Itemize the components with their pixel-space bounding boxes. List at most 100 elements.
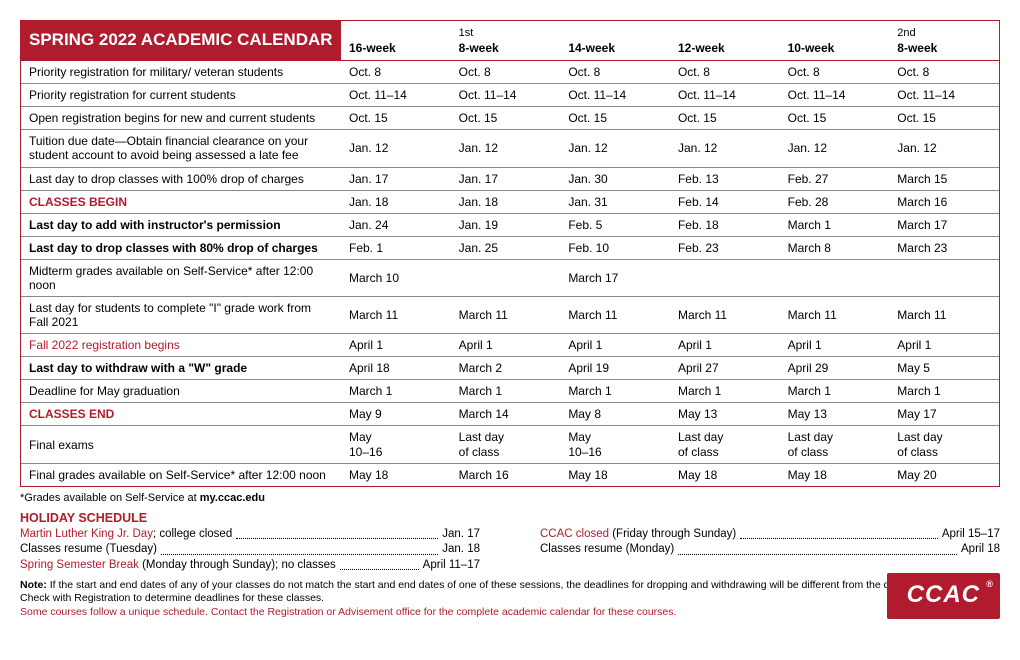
table-row: Last day to add with instructor's permis… bbox=[21, 213, 999, 236]
row-value: March 11 bbox=[341, 296, 451, 334]
row-value: Oct. 11–14 bbox=[780, 83, 890, 106]
row-value: Oct. 11–14 bbox=[889, 83, 999, 106]
row-value: April 18 bbox=[341, 357, 451, 380]
row-value: March 1 bbox=[889, 380, 999, 403]
table-row: CLASSES BEGINJan. 18Jan. 18Jan. 31Feb. 1… bbox=[21, 190, 999, 213]
ccac-logo: CCAC bbox=[887, 573, 1000, 619]
row-value: April 19 bbox=[560, 357, 670, 380]
row-value: March 11 bbox=[560, 296, 670, 334]
row-value: Oct. 15 bbox=[889, 106, 999, 129]
table-row: Midterm grades available on Self-Service… bbox=[21, 259, 999, 296]
row-value: Oct. 8 bbox=[341, 60, 451, 83]
row-value: Jan. 30 bbox=[560, 167, 670, 190]
row-value: April 1 bbox=[889, 334, 999, 357]
row-value: April 29 bbox=[780, 357, 890, 380]
table-row: Tuition due date—Obtain financial cleara… bbox=[21, 129, 999, 167]
row-value: Jan. 17 bbox=[341, 167, 451, 190]
row-description: Deadline for May graduation bbox=[21, 380, 341, 403]
holiday-date: April 15–17 bbox=[942, 527, 1000, 543]
row-value: Jan. 12 bbox=[451, 129, 561, 167]
table-row: Open registration begins for new and cur… bbox=[21, 106, 999, 129]
row-value: Last dayof class bbox=[451, 426, 561, 464]
row-value: Jan. 12 bbox=[560, 129, 670, 167]
table-row: Priority registration for current studen… bbox=[21, 83, 999, 106]
row-value: May 13 bbox=[780, 403, 890, 426]
row-value: March 15 bbox=[889, 167, 999, 190]
row-value: Last dayof class bbox=[889, 426, 999, 464]
row-value: Jan. 19 bbox=[451, 213, 561, 236]
table-row: CLASSES ENDMay 9March 14May 8May 13May 1… bbox=[21, 403, 999, 426]
row-value: April 27 bbox=[670, 357, 780, 380]
row-description: Open registration begins for new and cur… bbox=[21, 106, 341, 129]
row-value: Jan. 18 bbox=[341, 190, 451, 213]
row-description: Last day to drop classes with 100% drop … bbox=[21, 167, 341, 190]
row-value: April 1 bbox=[780, 334, 890, 357]
row-value: March 14 bbox=[451, 403, 561, 426]
row-value: May 9 bbox=[341, 403, 451, 426]
row-value: March 1 bbox=[451, 380, 561, 403]
row-description: CLASSES BEGIN bbox=[21, 190, 341, 213]
row-description: Final exams bbox=[21, 426, 341, 464]
row-value: March 1 bbox=[670, 380, 780, 403]
row-value: Last dayof class bbox=[780, 426, 890, 464]
row-value: Jan. 25 bbox=[451, 236, 561, 259]
table-row: Priority registration for military/ vete… bbox=[21, 60, 999, 83]
row-value: April 1 bbox=[341, 334, 451, 357]
row-value: March 11 bbox=[670, 296, 780, 334]
row-description: Last day to add with instructor's permis… bbox=[21, 213, 341, 236]
holiday-line: Classes resume (Tuesday)Jan. 18 bbox=[20, 542, 480, 558]
row-value: Oct. 15 bbox=[780, 106, 890, 129]
row-value: Last dayof class bbox=[670, 426, 780, 464]
row-value: March 1 bbox=[560, 380, 670, 403]
row-value: Oct. 15 bbox=[451, 106, 561, 129]
row-value: Jan. 17 bbox=[451, 167, 561, 190]
row-value: Oct. 8 bbox=[780, 60, 890, 83]
holiday-label: CCAC closed (Friday through Sunday) bbox=[540, 527, 736, 543]
row-value: Feb. 23 bbox=[670, 236, 780, 259]
row-value: Feb. 14 bbox=[670, 190, 780, 213]
row-value: March 1 bbox=[341, 380, 451, 403]
holiday-right-column: CCAC closed (Friday through Sunday) April… bbox=[540, 527, 1000, 574]
table-row: Last day to withdraw with a "W" gradeApr… bbox=[21, 357, 999, 380]
row-description: Last day to drop classes with 80% drop o… bbox=[21, 236, 341, 259]
row-value: Oct. 8 bbox=[451, 60, 561, 83]
row-value bbox=[780, 259, 890, 296]
row-value: Feb. 18 bbox=[670, 213, 780, 236]
row-value: May10–16 bbox=[341, 426, 451, 464]
row-value: May 18 bbox=[560, 464, 670, 487]
row-value: May 17 bbox=[889, 403, 999, 426]
row-value: May 5 bbox=[889, 357, 999, 380]
row-description: Fall 2022 registration begins bbox=[21, 334, 341, 357]
row-value: May 18 bbox=[670, 464, 780, 487]
table-row: Last day to drop classes with 100% drop … bbox=[21, 167, 999, 190]
row-value: Jan. 31 bbox=[560, 190, 670, 213]
row-value: Oct. 8 bbox=[670, 60, 780, 83]
table-row: Last day for students to complete "I" gr… bbox=[21, 296, 999, 334]
holiday-line: Spring Semester Break (Monday through Su… bbox=[20, 558, 480, 574]
column-header-4: 10-week bbox=[780, 21, 890, 60]
row-value: May 18 bbox=[341, 464, 451, 487]
holiday-label: Martin Luther King Jr. Day; college clos… bbox=[20, 527, 232, 543]
holiday-date: Jan. 18 bbox=[442, 542, 480, 558]
column-header-2: 14-week bbox=[560, 21, 670, 60]
row-value: Feb. 10 bbox=[560, 236, 670, 259]
row-value: Jan. 12 bbox=[889, 129, 999, 167]
row-value: April 1 bbox=[451, 334, 561, 357]
row-value: April 1 bbox=[560, 334, 670, 357]
row-value: March 16 bbox=[451, 464, 561, 487]
row-value: March 11 bbox=[889, 296, 999, 334]
row-value: Jan. 12 bbox=[341, 129, 451, 167]
row-value: Feb. 5 bbox=[560, 213, 670, 236]
calendar-container: SPRING 2022 ACADEMIC CALENDAR 16-week1st… bbox=[20, 20, 1000, 487]
row-value: Oct. 15 bbox=[670, 106, 780, 129]
holiday-line: Classes resume (Monday)April 18 bbox=[540, 542, 1000, 558]
table-row: Last day to drop classes with 80% drop o… bbox=[21, 236, 999, 259]
row-description: Last day to withdraw with a "W" grade bbox=[21, 357, 341, 380]
table-row: Deadline for May graduationMarch 1March … bbox=[21, 380, 999, 403]
row-value: Oct. 8 bbox=[560, 60, 670, 83]
holiday-line: CCAC closed (Friday through Sunday) April… bbox=[540, 527, 1000, 543]
column-header-3: 12-week bbox=[670, 21, 780, 60]
holiday-left-column: Martin Luther King Jr. Day; college clos… bbox=[20, 527, 480, 574]
row-value: Jan. 24 bbox=[341, 213, 451, 236]
row-value: May 18 bbox=[780, 464, 890, 487]
